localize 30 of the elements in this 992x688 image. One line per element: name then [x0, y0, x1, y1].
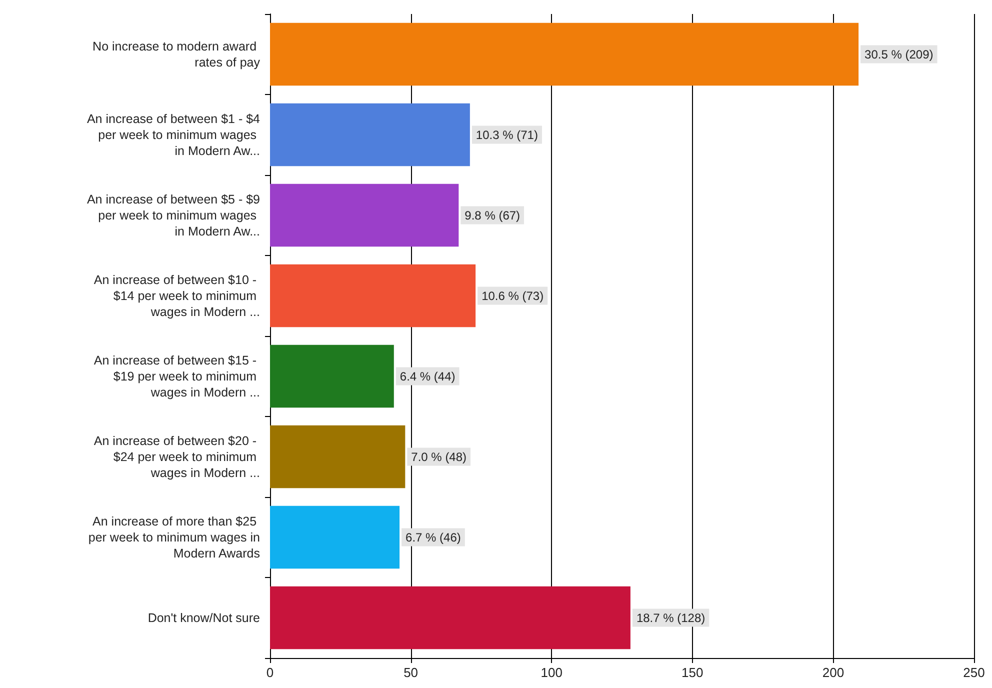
y-tick-label: An increase of between $5 - $9 per week to minimum wages in Modern Aw...	[86, 192, 260, 238]
bar	[270, 22, 859, 86]
data-label: 10.3 % (71)	[476, 128, 538, 142]
y-tick-label: An increase of between $1 - $4 per week to minimum wages in Modern Aw...	[86, 112, 260, 158]
bar	[270, 425, 406, 488]
data-label: 30.5 % (209)	[864, 47, 934, 62]
y-tick-label: No increase to modern award rates of pay	[92, 39, 261, 70]
data-label: 6.4 % (44)	[400, 369, 456, 384]
y-tick-label: An increase of between $10 - $14 per week to minimum wages in Modern ...	[94, 272, 260, 319]
x-tick-label: 250	[963, 665, 985, 680]
data-label: 7.0 % (48)	[411, 450, 467, 464]
bar	[270, 103, 470, 166]
y-tick-label: An increase of more than $25 per week to minimum wages in Modern Awards	[88, 514, 260, 560]
data-label: 9.8 % (67)	[464, 208, 520, 222]
bar	[270, 586, 630, 650]
x-tick-label: 150	[682, 665, 704, 680]
x-tick-label: 200	[822, 665, 844, 680]
y-tick-label: An increase of between $15 - $19 per week to minimum wages in Modern ...	[94, 353, 260, 400]
data-label: 6.7 % (46)	[406, 530, 461, 544]
bar	[270, 264, 476, 328]
data-label: 10.6 % (73)	[482, 288, 544, 303]
y-tick-label: An increase of between $20 - $24 per week to minimum wages in Modern ...	[94, 434, 260, 480]
bar	[270, 344, 394, 408]
x-tick-label: 0	[266, 665, 274, 680]
data-label: 18.7 % (128)	[636, 610, 706, 625]
x-tick-label: 50	[404, 665, 418, 680]
x-tick-label: 100	[540, 665, 562, 680]
bar	[270, 184, 459, 247]
y-tick-label: Don't know/Not sure	[148, 610, 260, 625]
bar	[270, 506, 400, 569]
